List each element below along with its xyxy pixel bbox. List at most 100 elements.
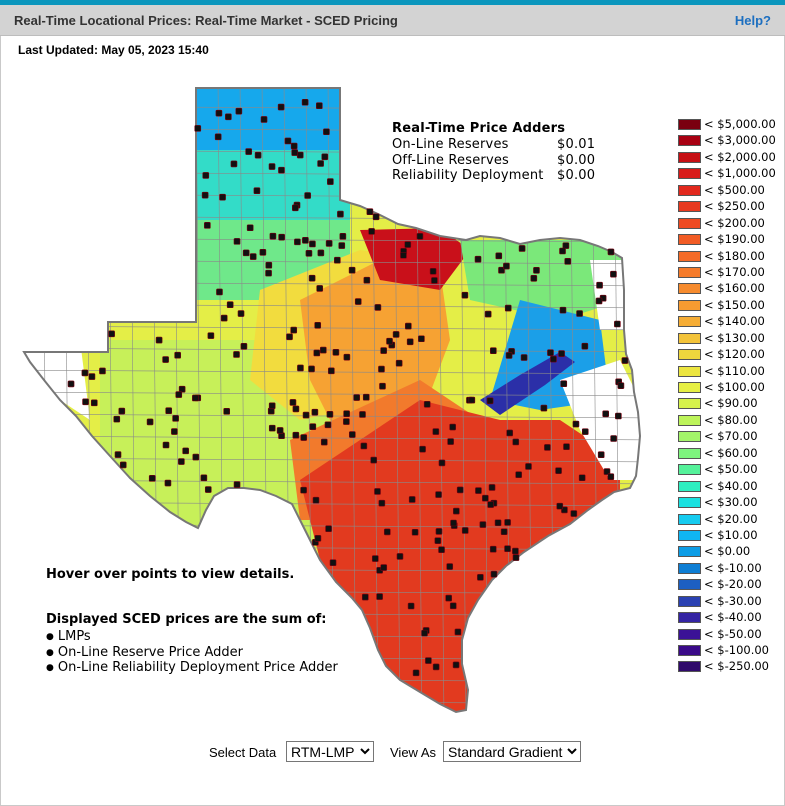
settlement-point[interactable] — [314, 534, 322, 542]
settlement-point-nodes[interactable] — [67, 98, 629, 677]
settlement-point[interactable] — [162, 441, 170, 449]
settlement-point[interactable] — [353, 394, 360, 401]
settlement-point[interactable] — [246, 224, 254, 232]
settlement-point[interactable] — [438, 459, 446, 467]
settlement-point[interactable] — [254, 151, 262, 159]
settlement-point[interactable] — [505, 352, 513, 359]
settlement-point[interactable] — [240, 342, 248, 350]
settlement-point[interactable] — [245, 148, 252, 155]
settlement-point[interactable] — [174, 351, 181, 359]
settlement-point[interactable] — [237, 310, 245, 317]
settlement-point[interactable] — [374, 488, 381, 495]
settlement-point[interactable] — [327, 178, 334, 185]
settlement-point[interactable] — [419, 445, 426, 453]
settlement-point[interactable] — [319, 346, 327, 354]
settlement-point[interactable] — [349, 431, 356, 438]
settlement-point[interactable] — [429, 268, 437, 275]
settlement-point[interactable] — [225, 113, 232, 121]
settlement-point[interactable] — [339, 233, 347, 240]
settlement-point[interactable] — [408, 496, 416, 503]
settlement-point[interactable] — [308, 365, 315, 373]
settlement-point[interactable] — [172, 415, 179, 422]
settlement-point[interactable] — [438, 546, 445, 554]
settlement-point[interactable] — [360, 442, 368, 450]
settlement-point[interactable] — [490, 347, 497, 355]
settlement-point[interactable] — [562, 242, 570, 249]
settlement-point[interactable] — [383, 528, 391, 536]
settlement-point[interactable] — [392, 331, 400, 338]
settlement-point[interactable] — [292, 405, 300, 413]
settlement-point[interactable] — [328, 367, 335, 375]
settlement-point[interactable] — [370, 456, 378, 464]
settlement-point[interactable] — [292, 204, 299, 212]
settlement-point[interactable] — [446, 563, 454, 570]
settlement-point[interactable] — [67, 380, 75, 388]
settlement-point[interactable] — [316, 285, 324, 292]
settlement-point[interactable] — [572, 420, 580, 428]
settlement-point[interactable] — [216, 288, 223, 296]
settlement-point[interactable] — [207, 332, 215, 339]
settlement-point[interactable] — [404, 241, 412, 248]
settlement-point[interactable] — [380, 347, 387, 354]
settlement-point[interactable] — [431, 277, 438, 284]
settlement-point[interactable] — [395, 359, 403, 367]
settlement-point[interactable] — [343, 418, 350, 425]
settlement-point[interactable] — [386, 337, 393, 345]
settlement-point[interactable] — [461, 527, 469, 534]
settlement-point[interactable] — [284, 137, 292, 145]
settlement-point[interactable] — [289, 399, 297, 406]
settlement-point[interactable] — [378, 499, 386, 507]
settlement-point[interactable] — [416, 232, 424, 240]
settlement-point[interactable] — [278, 166, 285, 174]
settlement-point[interactable] — [621, 357, 629, 364]
settlement-point[interactable] — [300, 486, 307, 494]
settlement-point[interactable] — [276, 427, 284, 434]
settlement-point[interactable] — [292, 431, 300, 439]
settlement-point[interactable] — [540, 404, 548, 412]
settlement-point[interactable] — [317, 160, 324, 167]
settlement-point[interactable] — [363, 276, 371, 284]
settlement-point[interactable] — [374, 304, 382, 311]
settlement-point[interactable] — [146, 418, 154, 426]
settlement-point[interactable] — [316, 102, 323, 110]
settlement-point[interactable] — [329, 559, 337, 567]
settlement-point[interactable] — [449, 602, 457, 610]
settlement-point[interactable] — [456, 486, 464, 494]
settlement-point[interactable] — [325, 240, 333, 247]
settlement-point[interactable] — [309, 423, 317, 431]
settlement-point[interactable] — [268, 402, 276, 410]
settlement-point[interactable] — [504, 545, 511, 553]
settlement-point[interactable] — [215, 109, 223, 117]
settlement-point[interactable] — [220, 314, 228, 322]
settlement-point[interactable] — [164, 479, 172, 487]
view-as-dropdown[interactable]: Standard Gradient — [443, 741, 581, 762]
settlement-point[interactable] — [233, 351, 240, 358]
settlement-point[interactable] — [544, 444, 551, 451]
settlement-point[interactable] — [484, 310, 492, 318]
settlement-point[interactable] — [488, 484, 496, 491]
settlement-point[interactable] — [119, 461, 127, 469]
settlement-point[interactable] — [259, 248, 267, 256]
settlement-point[interactable] — [486, 397, 494, 405]
settlement-point[interactable] — [182, 447, 189, 455]
settlement-point[interactable] — [332, 348, 340, 356]
settlement-point[interactable] — [297, 364, 304, 372]
settlement-point[interactable] — [148, 475, 156, 482]
settlement-point[interactable] — [423, 400, 431, 408]
settlement-point[interactable] — [610, 435, 617, 442]
settlement-point[interactable] — [407, 602, 415, 610]
settlement-point[interactable] — [607, 473, 615, 481]
settlement-point[interactable] — [194, 125, 202, 132]
settlement-point[interactable] — [323, 128, 330, 136]
settlement-point[interactable] — [278, 233, 285, 241]
settlement-point[interactable] — [475, 487, 482, 494]
settlement-point[interactable] — [560, 380, 568, 388]
settlement-point[interactable] — [371, 555, 379, 562]
settlement-point[interactable] — [512, 438, 520, 446]
settlement-point[interactable] — [337, 210, 344, 218]
settlement-point[interactable] — [277, 103, 285, 111]
settlement-point[interactable] — [192, 394, 199, 402]
settlement-point[interactable] — [406, 338, 414, 346]
settlement-point[interactable] — [260, 116, 268, 123]
settlement-point[interactable] — [500, 528, 508, 536]
